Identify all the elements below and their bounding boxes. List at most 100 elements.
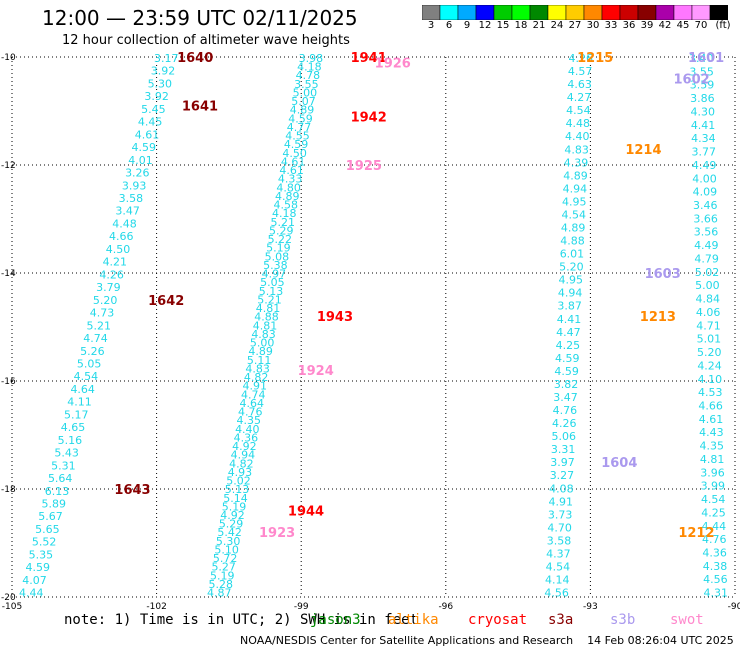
colorbar-label: 21 xyxy=(532,20,546,31)
pass-time-label: 1643 xyxy=(114,483,150,498)
swh-value-label: 4.35 xyxy=(237,414,262,427)
colorbar-label: (ft) xyxy=(715,20,731,31)
pass-time-label: 1214 xyxy=(625,143,661,158)
swh-value-label: 4.53 xyxy=(698,386,723,399)
swh-value-label: 5.19 xyxy=(266,242,291,255)
swh-value-label: 4.89 xyxy=(290,104,315,117)
swh-value-label: 4.49 xyxy=(694,239,719,252)
x-tick-label: -105 xyxy=(2,602,22,610)
swh-value-label: 4.47 xyxy=(556,326,581,339)
swh-value-label: 4.26 xyxy=(552,417,577,430)
swh-value-label: 5.20 xyxy=(697,346,722,359)
swh-value-label: 4.66 xyxy=(109,230,134,243)
swh-value-label: 4.88 xyxy=(560,235,585,248)
chart-title: 12:00 — 23:59 UTC 02/11/2025 xyxy=(42,6,358,30)
swh-value-label: 6.13 xyxy=(45,485,70,498)
swh-value-label: 5.35 xyxy=(29,548,54,561)
x-tick-label: -102 xyxy=(146,602,166,610)
swh-value-label: 5.13 xyxy=(259,285,284,298)
swh-value-label: 4.65 xyxy=(61,421,86,434)
swh-value-label: 5.38 xyxy=(263,259,288,272)
colorbar-label: 39 xyxy=(640,20,654,31)
swh-value-label: 4.97 xyxy=(262,268,287,281)
swh-value-label: 3.58 xyxy=(119,192,144,205)
swh-value-label: 4.94 xyxy=(558,287,583,300)
swh-value-label: 4.76 xyxy=(702,533,727,546)
colorbar-label: 70 xyxy=(694,20,708,31)
swh-value-label: 5.43 xyxy=(54,447,79,460)
swh-value-label: 5.14 xyxy=(223,492,248,505)
credit-line: NOAA/NESDIS Center for Satellite Applica… xyxy=(240,634,734,647)
satellite-legend-jason3: jason3 xyxy=(310,612,361,628)
y-tick-label: -16 xyxy=(1,377,16,387)
swh-value-label: 4.54 xyxy=(546,561,571,574)
satellite-legend-cryosat: cryosat xyxy=(468,612,528,628)
pass-time-label: 1215 xyxy=(577,51,613,66)
swh-value-label: 4.73 xyxy=(90,307,115,320)
swh-value-label: 4.31 xyxy=(703,587,728,600)
swh-value-label: 3.31 xyxy=(551,443,576,456)
swh-value-label: 4.87 xyxy=(207,587,232,600)
swh-value-label: 4.36 xyxy=(234,431,259,444)
swh-value-label: 4.83 xyxy=(251,328,276,341)
swh-value-label: 5.30 xyxy=(216,535,241,548)
swh-value-label: 4.89 xyxy=(248,345,273,358)
swh-value-label: 3.26 xyxy=(125,167,150,180)
swh-value-label: 4.83 xyxy=(564,143,589,156)
swh-value-label: 4.91 xyxy=(549,495,574,508)
swh-value-label: 3.46 xyxy=(693,199,718,212)
swh-value-label: 5.21 xyxy=(257,293,282,306)
swh-value-label: 5.19 xyxy=(210,569,235,582)
swh-value-label: 3.59 xyxy=(690,79,715,92)
swh-value-label: 5.27 xyxy=(211,561,236,574)
swh-value-label: 5.31 xyxy=(51,459,76,472)
swh-value-label: 4.08 xyxy=(549,482,574,495)
swh-value-label: 4.82 xyxy=(244,371,269,384)
colorbar-label: 27 xyxy=(568,20,582,31)
swh-value-label: 3.82 xyxy=(554,378,579,391)
swh-value-label: 4.89 xyxy=(275,190,300,203)
pass-time-label: 1212 xyxy=(678,526,714,541)
pass-time-label: 1925 xyxy=(346,159,382,174)
colorbar-label: 3 xyxy=(427,20,435,31)
pass-time-label: 1924 xyxy=(298,364,334,379)
colorbar-label: 33 xyxy=(604,20,618,31)
swh-value-label: 4.61 xyxy=(281,155,306,168)
swh-value-label: 4.48 xyxy=(566,117,591,130)
swh-value-label: 4.59 xyxy=(131,141,156,154)
swh-value-label: 4.54 xyxy=(561,208,586,221)
swh-value-label: 4.10 xyxy=(698,373,723,386)
swh-value-label: 4.70 xyxy=(547,521,572,534)
swh-value-label: 5.10 xyxy=(214,543,239,556)
swh-value-label: 5.02 xyxy=(695,266,720,279)
swh-value-label: 3.98 xyxy=(299,52,324,65)
swh-value-label: 4.41 xyxy=(691,119,716,132)
swh-value-label: 5.21 xyxy=(87,319,112,332)
swh-value-label: 4.79 xyxy=(694,252,719,265)
swh-value-label: 4.40 xyxy=(235,423,260,436)
swh-value-label: 4.81 xyxy=(253,319,278,332)
pass-time-label: 1603 xyxy=(645,267,681,282)
swh-value-label: 3.92 xyxy=(151,65,176,78)
swh-value-label: 4.26 xyxy=(569,52,594,65)
x-tick-label: -93 xyxy=(583,602,598,610)
swh-value-label: 4.63 xyxy=(567,78,592,91)
swh-value-label: 4.92 xyxy=(220,509,245,522)
pass-time-label: 1601 xyxy=(688,51,724,66)
swh-value-label: 4.27 xyxy=(567,91,592,104)
pass-time-label: 1604 xyxy=(601,456,637,471)
swh-value-label: 4.43 xyxy=(699,426,724,439)
swh-value-label: 4.58 xyxy=(273,199,298,212)
swh-value-label: 3.40 xyxy=(689,52,714,65)
swh-value-label: 4.54 xyxy=(566,104,591,117)
swh-value-label: 4.82 xyxy=(229,457,254,470)
swh-value-label: 4.24 xyxy=(697,359,722,372)
swh-value-label: 3.27 xyxy=(550,469,575,482)
swh-value-label: 5.45 xyxy=(141,103,166,116)
swh-value-label: 5.05 xyxy=(77,357,102,370)
swh-value-label: 4.21 xyxy=(103,256,128,269)
swh-value-label: 3.92 xyxy=(144,90,169,103)
swh-value-label: 5.20 xyxy=(559,261,584,274)
swh-value-label: 4.81 xyxy=(700,453,725,466)
swh-value-label: 4.95 xyxy=(562,195,587,208)
